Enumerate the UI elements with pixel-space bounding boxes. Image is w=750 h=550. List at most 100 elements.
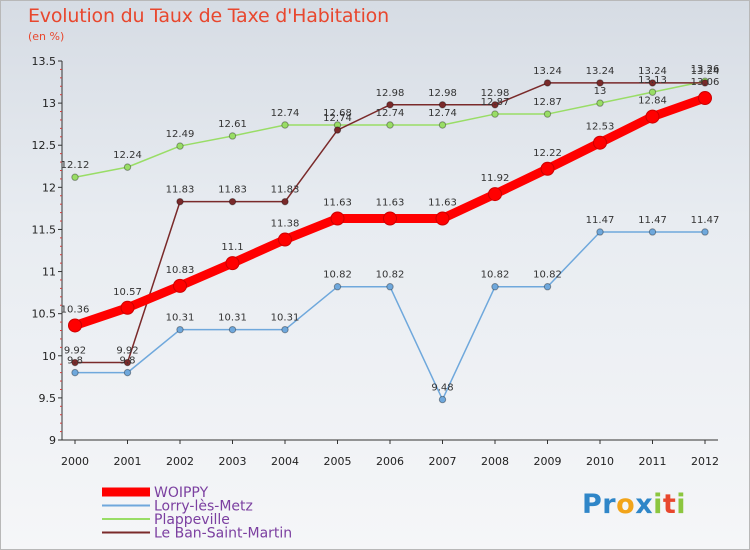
data-label: 9.8 xyxy=(67,356,83,367)
data-point xyxy=(68,318,82,333)
data-point xyxy=(386,101,394,109)
data-point xyxy=(173,278,187,293)
data-label: 12.24 xyxy=(113,150,142,161)
data-label: 13.26 xyxy=(691,64,720,75)
logo-letter: P xyxy=(582,489,603,520)
data-label: 12.12 xyxy=(61,160,90,171)
data-point xyxy=(278,232,292,247)
data-label: 12.74 xyxy=(428,108,457,119)
y-tick-label: 9.5 xyxy=(39,392,57,405)
y-tick-label: 11 xyxy=(42,266,56,279)
y-tick-label: 12.5 xyxy=(32,139,57,152)
data-point xyxy=(438,395,447,404)
data-label: 11.47 xyxy=(691,215,720,226)
data-label: 11.83 xyxy=(271,185,300,196)
x-tick-label: 2008 xyxy=(481,455,509,468)
data-point xyxy=(176,142,184,150)
data-label: 11.63 xyxy=(323,197,352,208)
data-point xyxy=(225,256,240,271)
x-tick-label: 2004 xyxy=(271,455,299,468)
data-label: 13.24 xyxy=(533,66,562,77)
data-point xyxy=(71,358,79,367)
data-label: 11.47 xyxy=(586,215,615,226)
x-tick-label: 2005 xyxy=(324,455,352,468)
data-label: 10.31 xyxy=(218,313,247,324)
data-point xyxy=(648,79,657,87)
data-point xyxy=(543,79,552,87)
data-label: 13.24 xyxy=(586,66,615,77)
data-label: 11.92 xyxy=(481,173,510,184)
data-label: 10.31 xyxy=(271,313,300,324)
data-point xyxy=(491,101,499,109)
data-label: 10.36 xyxy=(61,304,90,315)
x-tick-label: 2003 xyxy=(219,455,247,468)
data-point xyxy=(438,101,447,109)
logo-letter: i xyxy=(676,489,687,520)
data-point xyxy=(333,126,342,134)
y-tick-label: 13 xyxy=(42,97,56,110)
data-label: 13.24 xyxy=(638,66,667,77)
logo-letter: x xyxy=(635,489,654,520)
data-label: 9.8 xyxy=(120,356,136,367)
data-label: 9.92 xyxy=(64,346,86,357)
data-point xyxy=(176,325,184,334)
data-label: 12.74 xyxy=(323,113,352,124)
x-tick-label: 2011 xyxy=(639,455,667,468)
data-label: 12.87 xyxy=(481,97,510,108)
data-point xyxy=(438,121,447,129)
data-point xyxy=(648,88,657,96)
x-tick-label: 2001 xyxy=(114,455,142,468)
data-point xyxy=(543,283,552,291)
chart-title: Evolution du Taux de Taxe d'Habitation xyxy=(28,5,389,27)
y-unit-label: (en %) xyxy=(28,30,65,43)
data-label: 13 xyxy=(594,86,607,97)
data-point xyxy=(228,197,237,206)
data-point xyxy=(698,91,712,106)
data-label: 10.82 xyxy=(533,270,562,281)
data-label: 12.74 xyxy=(271,108,300,119)
axes: 9 9.5 10 10.5 11 11.5 12 12.5 13 13.5 2000 2001 2002… xyxy=(32,55,720,468)
data-point xyxy=(71,368,79,377)
logo-letter: i xyxy=(653,489,663,520)
data-point xyxy=(648,228,657,236)
data-label: 11.83 xyxy=(166,185,195,196)
data-point xyxy=(543,110,552,118)
data-label: 12.68 xyxy=(323,108,352,119)
data-point xyxy=(593,135,607,150)
data-point xyxy=(701,228,709,236)
data-point xyxy=(281,121,289,129)
data-point xyxy=(120,300,135,315)
x-tick-label: 2007 xyxy=(429,455,457,468)
data-label: 11.1 xyxy=(221,242,243,253)
legend-label: Le Ban-Saint-Martin xyxy=(154,526,292,542)
x-tick-label: 2002 xyxy=(166,455,194,468)
data-point xyxy=(281,325,289,334)
y-tick-label: 10.5 xyxy=(32,308,57,321)
data-label: 10.83 xyxy=(166,265,195,276)
logo-letter: t xyxy=(662,489,677,520)
x-tick-label: 2012 xyxy=(691,455,719,468)
data-point xyxy=(383,211,397,226)
logo-letter: r xyxy=(602,489,617,520)
data-label: 11.47 xyxy=(638,215,667,226)
y-tick-label: 10 xyxy=(42,350,56,363)
data-label: 10.31 xyxy=(166,313,195,324)
data-label: 12.74 xyxy=(376,108,405,119)
legend-label: Lorry-lès-Metz xyxy=(154,499,253,515)
data-point xyxy=(123,368,132,377)
data-point xyxy=(596,99,604,107)
data-label: 9.48 xyxy=(431,383,453,394)
data-label: 12.49 xyxy=(166,129,195,140)
data-label: 10.82 xyxy=(323,270,352,281)
y-tick-label: 9 xyxy=(49,434,56,447)
legend-label: WOIPPY xyxy=(154,485,209,501)
data-point xyxy=(701,79,709,87)
data-label: 12.87 xyxy=(533,97,562,108)
data-label: 11.38 xyxy=(271,219,300,230)
x-tick-label: 2009 xyxy=(534,455,562,468)
x-tick-label: 2000 xyxy=(61,455,89,468)
data-label: 10.82 xyxy=(481,270,510,281)
data-point xyxy=(488,187,502,202)
proxiti-logo: Proxiti xyxy=(582,489,686,520)
